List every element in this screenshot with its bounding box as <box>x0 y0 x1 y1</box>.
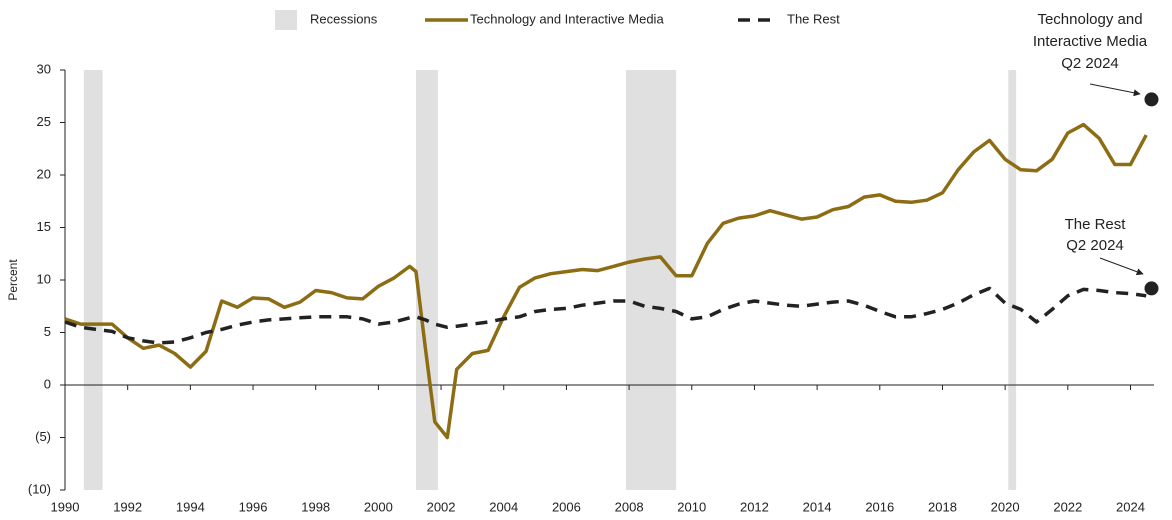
annotation: Q2 2024 <box>1061 55 1119 72</box>
x-tick-label: 2000 <box>364 499 393 514</box>
y-axis-label: Percent <box>6 259 20 301</box>
x-tick-label: 2020 <box>991 499 1020 514</box>
y-tick-label: 25 <box>37 114 51 129</box>
y-tick-label: 30 <box>37 61 51 76</box>
x-tick-label: 2004 <box>489 499 518 514</box>
annotation: Q2 2024 <box>1066 237 1124 254</box>
legend-label: Technology and Interactive Media <box>470 11 664 26</box>
x-tick-label: 1996 <box>239 499 268 514</box>
x-tick-label: 1990 <box>51 499 80 514</box>
x-tick-label: 2010 <box>677 499 706 514</box>
x-tick-label: 2018 <box>928 499 957 514</box>
x-tick-label: 1998 <box>301 499 330 514</box>
y-tick-label: 20 <box>37 166 51 181</box>
x-tick-label: 2006 <box>552 499 581 514</box>
annotation-point <box>1144 92 1159 107</box>
x-tick-label: 2002 <box>427 499 456 514</box>
y-tick-label: (5) <box>35 429 51 444</box>
recession-band <box>625 70 677 490</box>
y-tick-label: 5 <box>44 324 51 339</box>
x-tick-label: 2008 <box>615 499 644 514</box>
arrow <box>1099 257 1144 276</box>
annotation-point <box>1144 281 1159 296</box>
recession-band <box>1008 70 1017 490</box>
series-line <box>64 122 1148 440</box>
annotation: Technology and <box>1037 11 1142 28</box>
x-tick-label: 2022 <box>1053 499 1082 514</box>
x-tick-label: 2024 <box>1116 499 1145 514</box>
y-tick-label: 10 <box>37 271 51 286</box>
series-line <box>64 286 1147 345</box>
recession-band <box>83 70 103 490</box>
annotation: The Rest <box>1065 216 1127 233</box>
y-tick-label: (10) <box>28 481 51 496</box>
x-tick-label: 2016 <box>865 499 894 514</box>
x-tick-label: 2012 <box>740 499 769 514</box>
legend-label: The Rest <box>787 11 840 26</box>
recession-band <box>415 70 438 490</box>
y-tick-label: 0 <box>44 376 51 391</box>
annotation: Interactive Media <box>1033 33 1148 50</box>
legend-label: Recessions <box>310 11 378 26</box>
x-tick-label: 1994 <box>176 499 205 514</box>
arrow <box>1089 83 1141 97</box>
legend-swatch <box>275 10 297 30</box>
x-tick-label: 1992 <box>113 499 142 514</box>
x-tick-label: 2014 <box>803 499 832 514</box>
y-tick-label: 15 <box>37 219 51 234</box>
